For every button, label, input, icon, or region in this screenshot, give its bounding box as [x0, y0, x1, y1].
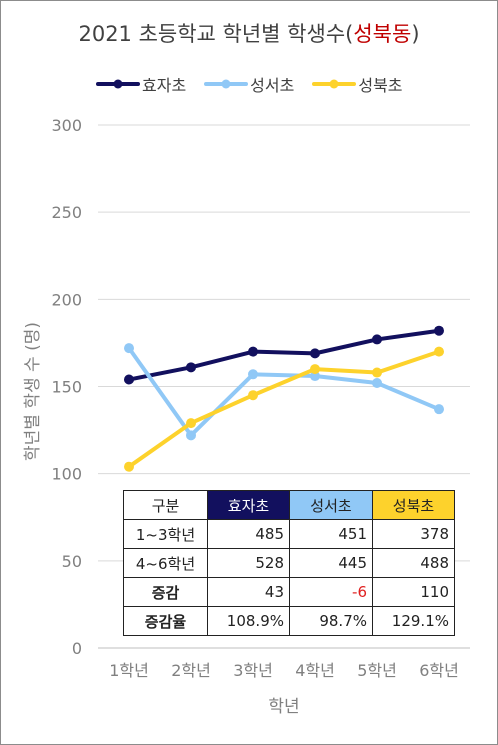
y-tick-label: 250	[51, 203, 82, 222]
legend: 효자초 성서초 성북초	[96, 72, 403, 96]
data-point	[124, 461, 134, 472]
x-tick-label: 6학년	[419, 661, 459, 680]
table-row-label: 1~3학년	[123, 519, 208, 549]
table-cell: -6	[289, 577, 373, 607]
data-point	[248, 346, 258, 357]
legend-label-seongbuk: 성북초	[358, 76, 403, 95]
data-point	[186, 362, 196, 373]
legend-marker-hyoja	[96, 79, 140, 89]
table-cell: 445	[289, 548, 373, 578]
legend-item-hyoja: 효자초	[96, 72, 186, 96]
y-tick-label: 150	[51, 378, 82, 397]
table-row-label: 증감	[123, 577, 208, 607]
data-point	[372, 334, 382, 345]
y-tick-label: 0	[72, 639, 82, 658]
series-line-0	[127, 328, 441, 382]
table-header-cell: 성서초	[289, 490, 373, 520]
data-table: 구분 효자초 성서초 성북초 1~3학년 485 451 378 4~6학년 5…	[123, 490, 455, 636]
title-highlight: 성북동	[353, 22, 412, 46]
gridlines	[98, 124, 470, 649]
table-row-label: 4~6학년	[123, 548, 208, 578]
table-header-cell: 구분	[123, 490, 208, 520]
title-paren-open: (	[345, 22, 354, 46]
x-axis-ticks: 1학년 2학년 3학년 4학년 5학년 6학년	[109, 661, 459, 680]
x-axis-title: 학년	[268, 697, 299, 717]
table-cell: 485	[207, 519, 290, 549]
y-axis-title: 학년별 학생 수 (명)	[23, 322, 43, 461]
chart-title: 2021 초등학교 학년별 학생수(성북동)	[0, 18, 498, 48]
table-row: 증감율 108.9% 98.7% 129.1%	[123, 606, 455, 636]
x-tick-label: 1학년	[109, 661, 149, 680]
title-paren-close: )	[411, 22, 420, 46]
table-cell: 129.1%	[372, 606, 455, 636]
x-tick-label: 5학년	[357, 661, 397, 680]
table-row: 1~3학년 485 451 378	[123, 519, 455, 549]
table-header-cell: 성북초	[372, 490, 455, 520]
data-point	[434, 346, 444, 357]
data-point	[372, 378, 382, 389]
table-cell: 98.7%	[289, 606, 373, 636]
y-tick-label: 50	[62, 552, 82, 571]
data-point	[434, 404, 444, 415]
y-tick-label: 300	[51, 116, 82, 135]
table-header-cell: 효자초	[207, 490, 290, 520]
table-cell: 108.9%	[207, 606, 290, 636]
x-tick-label: 2학년	[171, 661, 211, 680]
title-text: 2021 초등학교 학년별 학생수	[78, 22, 346, 46]
data-point	[186, 418, 196, 429]
data-point	[310, 364, 320, 375]
legend-item-seongbuk: 성북초	[312, 72, 403, 96]
legend-marker-seongseo	[204, 79, 249, 89]
legend-label-hyoja: 효자초	[142, 76, 187, 95]
data-point	[310, 348, 320, 359]
table-cell: 528	[207, 548, 290, 578]
table-header-row: 구분 효자초 성서초 성북초	[123, 490, 455, 520]
data-point	[186, 430, 196, 441]
legend-item-seongseo: 성서초	[204, 72, 294, 96]
data-point	[124, 374, 134, 385]
data-point	[124, 343, 134, 354]
data-point	[248, 369, 258, 380]
y-tick-label: 100	[51, 465, 82, 484]
series-lines	[124, 325, 444, 472]
table-cell: 110	[372, 577, 455, 607]
y-axis-ticks: 0 50 100 150 200 250 300	[51, 116, 82, 658]
data-point	[434, 325, 444, 336]
table-cell: 488	[372, 548, 455, 578]
table-row: 4~6학년 528 445 488	[123, 548, 455, 578]
table-cell: 43	[207, 577, 290, 607]
legend-marker-seongbuk	[312, 79, 357, 89]
data-point	[248, 390, 258, 401]
series-line-2	[127, 349, 441, 469]
x-tick-label: 4학년	[295, 661, 335, 680]
table-row-label: 증감율	[123, 606, 208, 636]
table-row: 증감 43 -6 110	[123, 577, 455, 607]
table-cell: 378	[372, 519, 455, 549]
data-point	[310, 371, 320, 382]
x-tick-label: 3학년	[233, 661, 273, 680]
table-cell: 451	[289, 519, 373, 549]
y-tick-label: 200	[51, 290, 82, 309]
data-point	[372, 367, 382, 378]
legend-label-seongseo: 성서초	[250, 76, 295, 95]
series-line-1	[127, 346, 441, 438]
